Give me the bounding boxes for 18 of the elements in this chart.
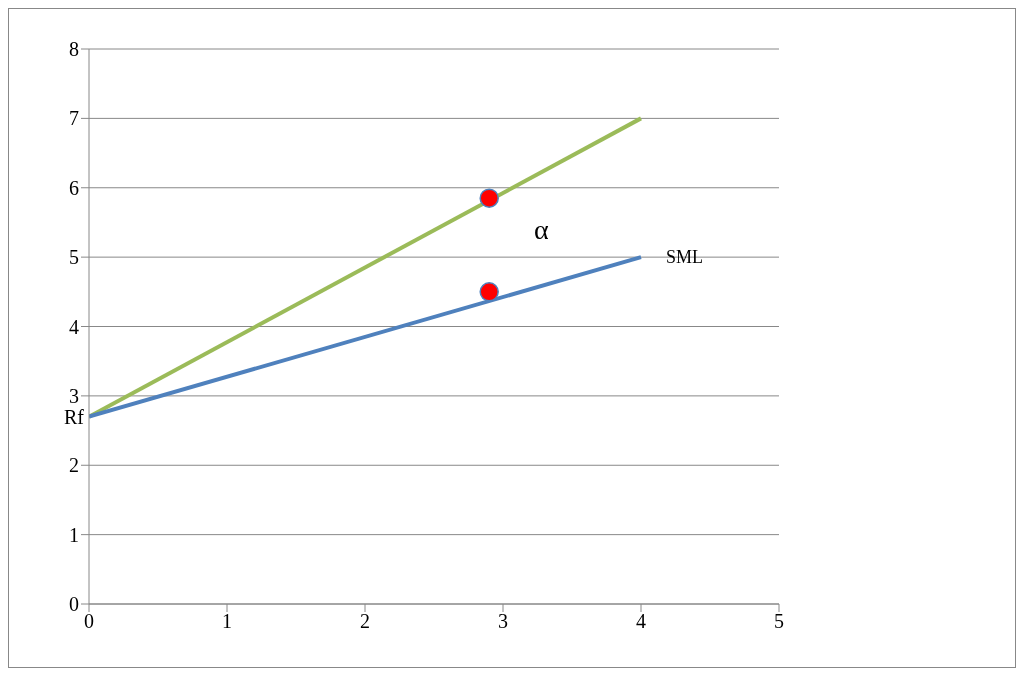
y-tick-label: 2 bbox=[69, 454, 79, 477]
annotation: α bbox=[534, 214, 549, 246]
y-tick-label: 0 bbox=[69, 593, 79, 616]
x-tick-label: 0 bbox=[84, 610, 94, 633]
y-tick-label: 6 bbox=[69, 176, 79, 199]
y-tick-label: 8 bbox=[69, 38, 79, 61]
x-tick-label: 2 bbox=[360, 610, 370, 633]
y-tick-label: 5 bbox=[69, 246, 79, 269]
series-label: SML bbox=[666, 247, 704, 268]
x-tick-label: 5 bbox=[774, 610, 784, 633]
x-tick-label: 3 bbox=[498, 610, 508, 633]
y-tick-label: 7 bbox=[69, 107, 79, 130]
y-tick-label: 1 bbox=[69, 523, 79, 546]
y-tick-label: 4 bbox=[69, 315, 79, 338]
y-tick-label: 3 bbox=[69, 384, 79, 407]
annotation: Rf bbox=[64, 405, 85, 428]
x-tick-label: 1 bbox=[222, 610, 232, 633]
x-tick-label: 4 bbox=[636, 610, 646, 633]
